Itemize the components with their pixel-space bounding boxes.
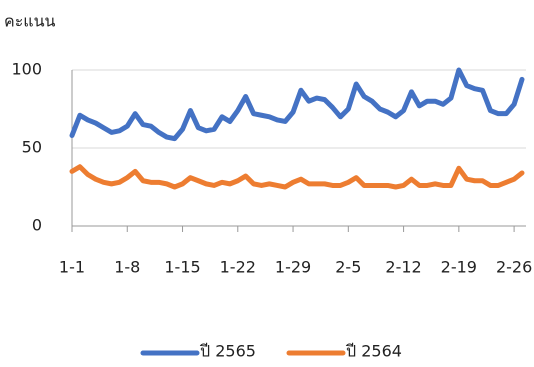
y-tick-label: 100 [11,60,42,79]
y-tick-label: 50 [22,138,42,157]
x-tick-label: 1-8 [114,258,140,277]
line-series [69,67,525,142]
x-tick-label: 2-12 [385,258,421,277]
y-axis-title: คะแนน [4,12,56,31]
line-series [69,164,525,190]
x-tick-label: 1-29 [275,258,311,277]
x-tick-label: 1-22 [220,258,256,277]
x-tick-label: 2-19 [441,258,477,277]
x-tick-label: 2-26 [496,258,532,277]
y-tick-label: 0 [32,216,42,235]
x-tick-label: 2-5 [335,258,361,277]
x-tick-label: 1-15 [164,258,200,277]
legend-label: ปี 2565 [200,342,256,361]
x-tick-label: 1-1 [59,258,85,277]
legend-label: ปี 2564 [346,342,402,361]
